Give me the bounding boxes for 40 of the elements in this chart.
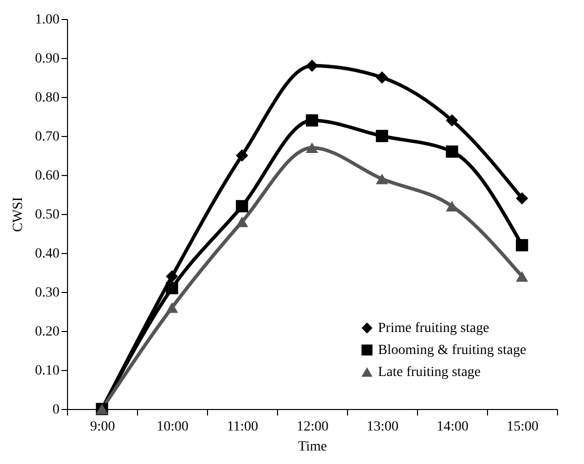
x-tick-label: 13:00 bbox=[366, 420, 398, 434]
x-axis-title: Time bbox=[298, 440, 328, 454]
y-axis-title: CWSI bbox=[11, 196, 26, 232]
y-tick-label: 0.80 bbox=[35, 90, 60, 106]
legend-label: Late fruiting stage bbox=[378, 365, 481, 380]
point bbox=[236, 216, 248, 228]
point bbox=[516, 192, 528, 205]
x-tick-label: 10:00 bbox=[156, 420, 188, 434]
y-tick-label: 0.30 bbox=[35, 286, 60, 300]
point bbox=[306, 142, 318, 154]
point bbox=[236, 200, 248, 212]
y-tick-label: 0.10 bbox=[35, 364, 60, 378]
point bbox=[376, 130, 388, 142]
y-tick-label: 0.60 bbox=[35, 168, 60, 184]
x-tick-label: 9:00 bbox=[90, 420, 115, 434]
y-tick-label: 0.40 bbox=[35, 246, 60, 262]
point bbox=[166, 282, 178, 294]
y-tick-label: 0.90 bbox=[35, 52, 60, 66]
point bbox=[306, 114, 318, 127]
point bbox=[166, 270, 178, 283]
point bbox=[516, 271, 528, 282]
y-tick-label: 0.50 bbox=[35, 208, 60, 222]
point bbox=[166, 302, 178, 313]
point bbox=[376, 71, 388, 84]
x-tick-label: 12:00 bbox=[296, 420, 328, 434]
point bbox=[516, 239, 528, 252]
y-tick-label: 0 bbox=[52, 402, 60, 418]
x-tick-label: 15:00 bbox=[506, 420, 538, 434]
point bbox=[236, 149, 248, 162]
point bbox=[376, 174, 388, 184]
y-tick-label: 0.20 bbox=[35, 324, 60, 340]
point bbox=[306, 60, 318, 72]
x-tick-label: 14:00 bbox=[436, 420, 468, 434]
point bbox=[446, 114, 458, 127]
legend-label: Blooming & fruiting stage bbox=[378, 343, 526, 358]
y-tick-label: 1.00 bbox=[35, 12, 60, 28]
legend-label: Prime fruiting stage bbox=[378, 321, 490, 336]
x-tick-label: 11:00 bbox=[226, 420, 258, 434]
point bbox=[446, 145, 458, 158]
y-tick-label: 0.70 bbox=[35, 130, 60, 144]
